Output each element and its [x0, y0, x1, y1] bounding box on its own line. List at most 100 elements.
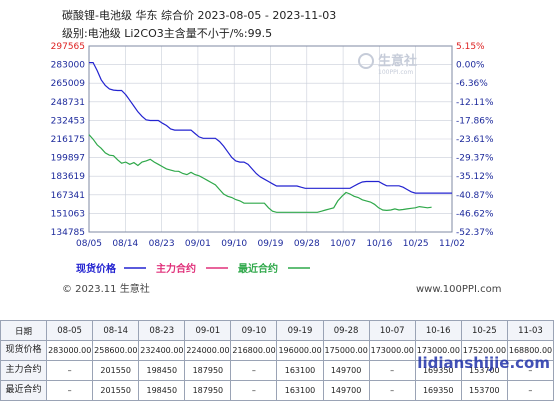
table-cell: –: [46, 360, 94, 381]
x-tick-label: 09/19: [258, 239, 284, 249]
price-table: 日期 08-05 08-14 08-23 09-01 09-10 09-19 09-28 10-…: [0, 320, 554, 401]
chart-footer: © 2023.11 生意社 www.100PPI.com: [62, 282, 501, 295]
y-tick-label: 183619: [51, 172, 86, 182]
y-right-tick-label: -35.12%: [456, 172, 494, 182]
row-label: 最近合约: [0, 380, 48, 401]
table-header-cell: 日期: [0, 320, 48, 341]
table-header-cell: 09-28: [322, 320, 370, 341]
y-right-tick-label: -17.86%: [456, 116, 494, 126]
logo-subtext: 100PPI.com: [378, 69, 413, 76]
y-right-tick-label: 5.15%: [456, 42, 485, 52]
table-header-cell: 08-23: [138, 320, 186, 341]
y-tick-label: 248731: [51, 98, 85, 108]
logo-text: 生意社: [378, 53, 417, 69]
y-tick-label: 297565: [51, 42, 85, 52]
y-axis-left: 297565 283000 265009 248731 232453 216175 1998…: [51, 42, 86, 238]
price-chart: 碳酸锂-电池级 华东 综合价 2023-08-05 - 2023-11-03 级…: [0, 0, 554, 300]
table-cell: 163100: [276, 380, 324, 401]
y-tick-label: 199897: [51, 154, 85, 164]
y-tick-label: 232453: [51, 116, 85, 126]
table-cell: 196000.00: [276, 340, 324, 361]
table-cell: 163100: [276, 360, 324, 381]
x-tick-label: 09/28: [294, 239, 320, 249]
table-cell: 153700: [460, 380, 508, 401]
legend-label-main: 主力合约: [156, 262, 196, 275]
table-cell: –: [368, 380, 416, 401]
chart-panel: 碳酸锂-电池级 华东 综合价 2023-08-05 - 2023-11-03 级…: [0, 0, 554, 300]
legend: 现货价格 主力合约 最近合约: [76, 262, 310, 275]
x-tick-label: 08/23: [149, 239, 175, 249]
table-cell: 216800.00: [230, 340, 278, 361]
y-right-tick-label: -6.36%: [456, 79, 488, 89]
x-tick-label: 08/05: [76, 239, 102, 249]
table-cell: 258600.00: [92, 340, 140, 361]
y-tick-label: 167341: [51, 191, 85, 201]
x-tick-label: 10/16: [366, 239, 392, 249]
y-right-tick-label: -29.37%: [456, 154, 494, 164]
table-cell: 187950: [184, 360, 232, 381]
table-cell: 169350: [414, 380, 462, 401]
table-cell: 201550: [92, 360, 140, 381]
x-tick-label: 08/14: [112, 239, 138, 249]
table-header-cell: 09-10: [230, 320, 278, 341]
y-right-tick-label: -40.87%: [456, 191, 494, 201]
series-line-near: [88, 134, 432, 213]
table-cell: –: [230, 360, 278, 381]
y-right-tick-label: -23.61%: [456, 135, 494, 145]
y-tick-label: 151063: [51, 209, 85, 219]
logo-icon: [358, 53, 374, 69]
table-header-cell: 10-25: [460, 320, 508, 341]
table-row: 主力合约 –201550 198450 187950–163100 149700–169…: [0, 360, 554, 381]
table-cell: –: [506, 380, 554, 401]
table-cell: –: [368, 360, 416, 381]
plot-frame: [88, 45, 453, 233]
table-header-cell: 08-05: [46, 320, 94, 341]
table-cell: 187950: [184, 380, 232, 401]
x-axis: 08/05 08/14 08/23 09/01 09/10 09/19 09/28 10/07…: [76, 239, 465, 249]
table-header-row: 日期 08-05 08-14 08-23 09-01 09-10 09-19 09-28 10-…: [0, 320, 554, 341]
table-header-cell: 10-07: [368, 320, 416, 341]
y-tick-label: 216175: [51, 135, 85, 145]
x-tick-label: 09/01: [185, 239, 211, 249]
row-label: 现货价格: [0, 340, 48, 361]
table-cell: 283000.00: [46, 340, 94, 361]
table-cell: 232400.00: [138, 340, 186, 361]
table-header-cell: 09-01: [184, 320, 232, 341]
table-cell: 173000.00: [368, 340, 416, 361]
sheng-yi-she-logo: 生意社 100PPI.com: [358, 53, 417, 76]
footer-copyright: © 2023.11 生意社: [62, 282, 150, 295]
table-cell: 175000.00: [322, 340, 370, 361]
x-tick-label: 11/02: [439, 239, 465, 249]
table-header-cell: 09-19: [276, 320, 324, 341]
footer-site: www.100PPI.com: [416, 284, 501, 295]
series-lines: [88, 61, 452, 213]
y-right-tick-label: -12.11%: [456, 98, 494, 108]
legend-label-near: 最近合约: [238, 262, 278, 275]
chart-background: [0, 0, 554, 300]
x-tick-label: 10/07: [330, 239, 356, 249]
table-cell: 224000.00: [184, 340, 232, 361]
row-label: 主力合约: [0, 360, 48, 381]
y-tick-label: 265009: [51, 79, 86, 89]
y-tick-label: 283000: [51, 61, 86, 71]
y-right-tick-label: -52.37%: [456, 228, 494, 238]
legend-label-spot: 现货价格: [76, 262, 117, 275]
series-line-spot: [89, 61, 452, 194]
table-row: 最近合约 –201550 198450 187950–163100 149700–169…: [0, 380, 554, 401]
table-header-cell: 11-03: [506, 320, 554, 341]
table-cell: –: [230, 380, 278, 401]
y-axis-right: 5.15% 0.00% -6.36% -12.11% -17.86% -23.61% -29…: [456, 42, 494, 238]
chart-subtitle: 级别:电池级 Li2CO3主含量不小于/%:99.5: [62, 26, 272, 40]
watermark: lidianshijie.com: [417, 354, 550, 372]
table-cell: 149700: [322, 360, 370, 381]
table-cell: 149700: [322, 380, 370, 401]
table-cell: 198450: [138, 380, 186, 401]
y-right-tick-label: 0.00%: [456, 61, 485, 71]
y-right-tick-label: -46.62%: [456, 209, 494, 219]
table-cell: 201550: [92, 380, 140, 401]
chart-title: 碳酸锂-电池级 华东 综合价 2023-08-05 - 2023-11-03: [62, 8, 336, 22]
table-header-cell: 08-14: [92, 320, 140, 341]
table-header-cell: 10-16: [414, 320, 462, 341]
x-tick-label: 09/10: [221, 239, 247, 249]
y-tick-label: 134785: [51, 228, 85, 238]
